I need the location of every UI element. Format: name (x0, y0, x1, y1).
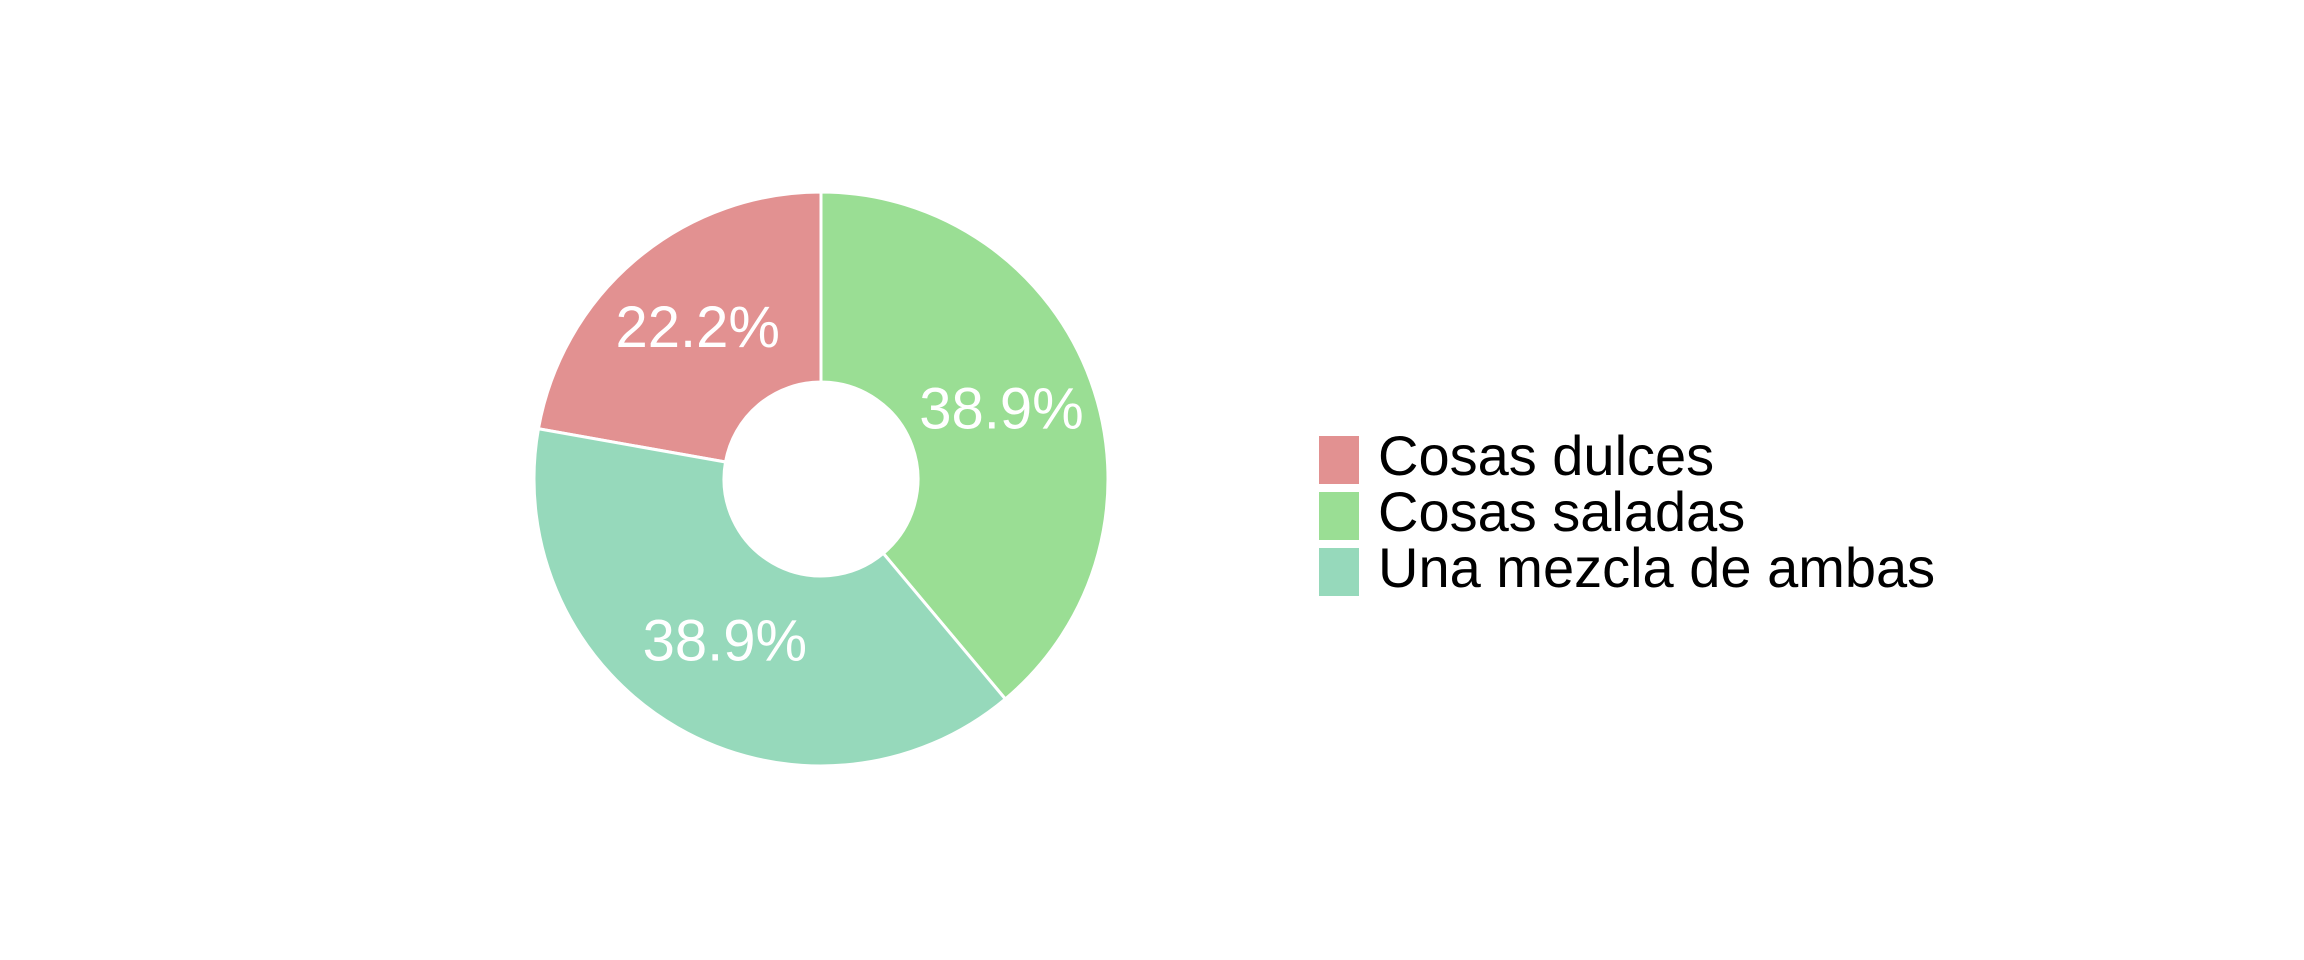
slice-label: 22.2% (615, 295, 779, 360)
donut-slice (532, 427, 1008, 768)
legend-label: Una mezcla de ambas (1378, 536, 1935, 599)
donut-slice (536, 190, 823, 464)
legend-label: Cosas dulces (1378, 424, 1714, 487)
legend-swatch (1319, 492, 1359, 540)
slice-label: 38.9% (919, 377, 1083, 442)
donut-slice (819, 190, 1110, 702)
legend-swatch (1319, 436, 1359, 484)
legend-label: Cosas saladas (1378, 480, 1745, 543)
slice-label: 38.9% (643, 609, 807, 674)
legend-swatch (1319, 548, 1359, 596)
